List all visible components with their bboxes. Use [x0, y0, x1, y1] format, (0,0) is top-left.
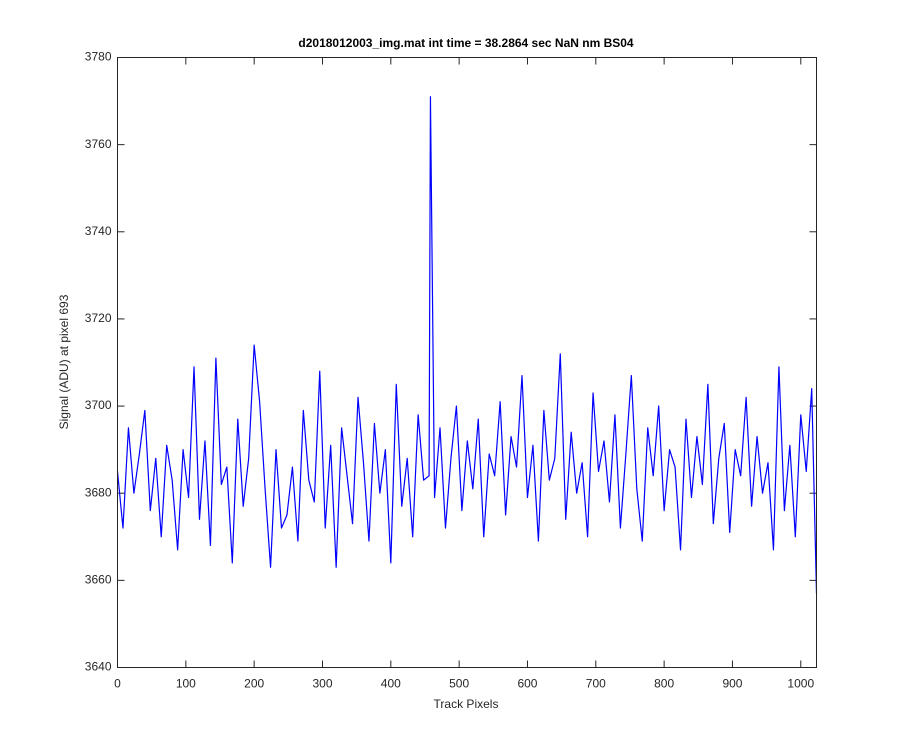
y-tick-label: 3760	[85, 137, 112, 151]
y-tick-label: 3780	[85, 50, 112, 64]
x-tick-label: 400	[381, 677, 401, 691]
y-tick-label: 3660	[85, 573, 112, 587]
y-tick-label: 3640	[85, 660, 112, 674]
x-tick-label: 500	[449, 677, 469, 691]
x-tick-label: 1000	[787, 677, 814, 691]
x-tick-label: 800	[654, 677, 674, 691]
axes-box	[117, 57, 817, 668]
chart-title: d2018012003_img.mat int time = 38.2864 s…	[298, 36, 634, 50]
x-tick-label: 0	[114, 677, 121, 691]
x-tick-label: 300	[312, 677, 332, 691]
x-tick-label: 600	[517, 677, 537, 691]
x-tick-label: 200	[244, 677, 264, 691]
y-axis-label: Signal (ADU) at pixel 693	[57, 294, 71, 429]
x-tick-label: 100	[176, 677, 196, 691]
data-line	[116, 96, 818, 594]
y-tick-label: 3720	[85, 311, 112, 325]
y-tick-label: 3740	[85, 224, 112, 238]
x-tick-label: 700	[586, 677, 606, 691]
x-axis-label: Track Pixels	[434, 697, 499, 711]
y-tick-label: 3680	[85, 485, 112, 499]
x-tick-label: 900	[722, 677, 742, 691]
y-tick-label: 3700	[85, 398, 112, 412]
